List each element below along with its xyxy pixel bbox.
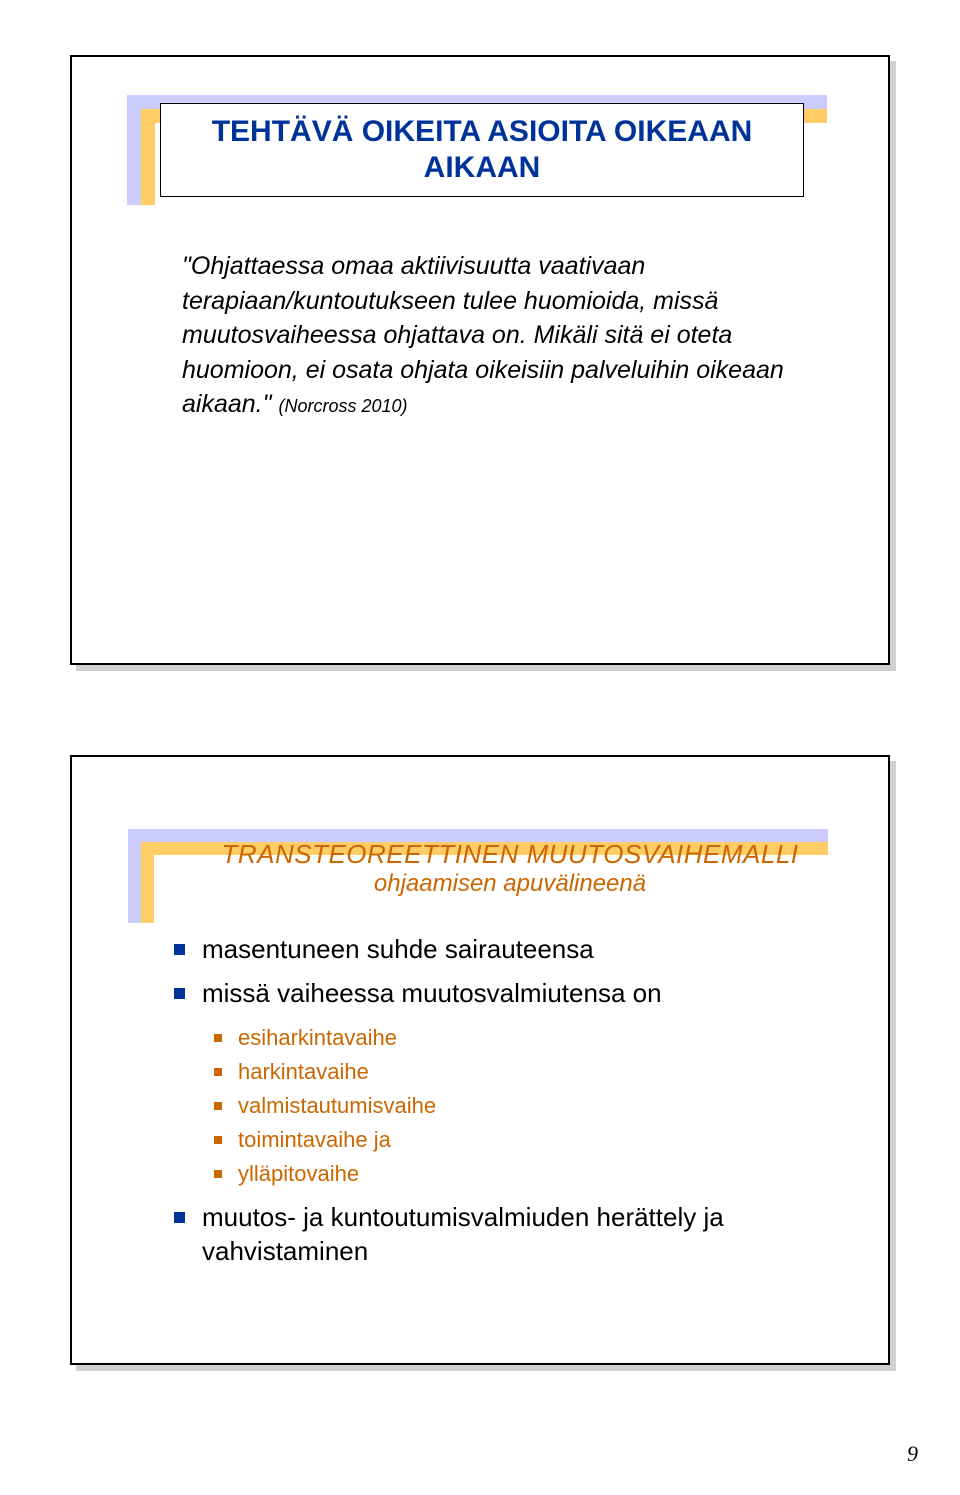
slide-title-line2: ohjaamisen apuvälineenä: [220, 870, 800, 898]
square-bullet-icon: [174, 1212, 185, 1223]
sub-list-item-label: valmistautumisvaihe: [238, 1093, 436, 1118]
list-item: muutos- ja kuntoutumisvalmiuden herättel…: [170, 1201, 810, 1269]
sub-list-item: valmistautumisvaihe: [170, 1089, 810, 1123]
slide-title-line1: TRANSTEOREETTINEN MUUTOSVAIHEMALLI: [220, 839, 800, 870]
sub-list-item: toimintavaihe ja: [170, 1123, 810, 1157]
sub-list-item-label: ylläpitovaihe: [238, 1161, 359, 1186]
square-bullet-icon: [214, 1068, 222, 1076]
list-item: missä vaiheessa muutosvalmiutensa on: [170, 977, 810, 1011]
sub-list-item: ylläpitovaihe: [170, 1157, 810, 1191]
square-bullet-icon: [174, 944, 185, 955]
sub-list: esiharkintavaihe harkintavaihe valmistautu…: [170, 1021, 810, 1191]
list-item-label: muutos- ja kuntoutumisvalmiuden herättel…: [202, 1202, 724, 1266]
sub-list-item: harkintavaihe: [170, 1055, 810, 1089]
citation: (Norcross 2010): [278, 396, 407, 416]
slide-title-box: TEHTÄVÄ OIKEITA ASIOITA OIKEAAN AIKAAN: [160, 103, 804, 197]
square-bullet-icon: [214, 1034, 222, 1042]
body-text: "Ohjattaessa omaa aktiivisuutta vaativaa…: [182, 252, 784, 418]
sub-list-item-label: harkintavaihe: [238, 1059, 369, 1084]
page-number: 9: [907, 1441, 918, 1467]
list-item: masentuneen suhde sairauteensa: [170, 933, 810, 967]
sub-list-item-label: toimintavaihe ja: [238, 1127, 391, 1152]
square-bullet-icon: [214, 1136, 222, 1144]
page: TEHTÄVÄ OIKEITA ASIOITA OIKEAAN AIKAAN "…: [0, 0, 960, 1495]
list-item-label: missä vaiheessa muutosvalmiutensa on: [202, 978, 662, 1008]
square-bullet-icon: [214, 1170, 222, 1178]
slide-body-list: masentuneen suhde sairauteensa missä vaih…: [170, 933, 810, 1279]
slide-2: TRANSTEOREETTINEN MUUTOSVAIHEMALLI ohjaa…: [70, 755, 890, 1365]
slide-1: TEHTÄVÄ OIKEITA ASIOITA OIKEAAN AIKAAN "…: [70, 55, 890, 665]
sub-list-item-label: esiharkintavaihe: [238, 1025, 397, 1050]
slide-body: "Ohjattaessa omaa aktiivisuutta vaativaa…: [182, 249, 802, 422]
sub-list-item: esiharkintavaihe: [170, 1021, 810, 1055]
square-bullet-icon: [214, 1102, 222, 1110]
list-item-label: masentuneen suhde sairauteensa: [202, 934, 594, 964]
square-bullet-icon: [174, 988, 185, 999]
slide-title-box: TRANSTEOREETTINEN MUUTOSVAIHEMALLI ohjaa…: [220, 839, 800, 898]
slide-title: TEHTÄVÄ OIKEITA ASIOITA OIKEAAN AIKAAN: [177, 114, 787, 186]
